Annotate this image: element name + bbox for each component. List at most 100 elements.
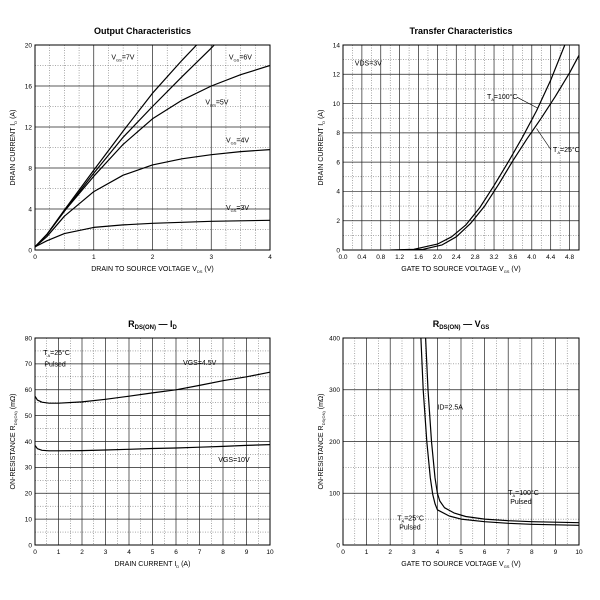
x-tick-label: 0 (341, 549, 345, 556)
series-label-ta-25-c-suffix: =25°C (404, 515, 424, 523)
plot-frame (342, 337, 580, 546)
y-axis-label-subscript: DS(ON) (321, 411, 326, 426)
chart-annotation: TA=25°C (43, 349, 70, 358)
title-dash: — (461, 319, 475, 329)
x-tick-label: 0.4 (357, 254, 366, 261)
x-tick-label: 3 (104, 549, 108, 556)
y-axis-label-subscript: DS(ON) (13, 411, 18, 426)
y-tick-label: 50 (25, 413, 33, 420)
x-tick-label: 4 (268, 254, 272, 261)
series-label-vgs-6v-suffix: =6V (239, 54, 252, 61)
series-label-ta-25-c-symbol: T (553, 147, 558, 154)
series-label-vgs-5v: VGS=5V (205, 99, 228, 107)
y-axis-label-text: ON-RESISTANCE (10, 430, 17, 489)
x-tick-label: 4.4 (546, 254, 555, 261)
x-axis-label-symbol: V (499, 266, 504, 273)
series-label-vgs-4-5v: VGS=4.5V (183, 360, 217, 367)
x-tick-label: 4.0 (527, 254, 536, 261)
series-line-vgs-4v (35, 149, 270, 248)
title-end-symbol: I (170, 319, 173, 329)
y-tick-label: 16 (25, 83, 33, 90)
title-dash: — (156, 319, 170, 329)
x-axis-label-subscript: GS (504, 269, 510, 274)
x-axis-label-unit: (A) (179, 561, 190, 568)
y-tick-label: 0 (28, 542, 32, 549)
x-tick-label: 3 (412, 549, 416, 556)
x-axis-label-text: GATE TO SOURCE VOLTAGE (401, 266, 499, 273)
y-axis-label: ON-RESISTANCE RDS(ON) (mΩ) (10, 394, 18, 490)
x-tick-label: 9 (554, 549, 558, 556)
series-label-ta-25-c-subscript: A (402, 519, 405, 524)
plot-frame (342, 44, 580, 251)
series-label-vgs-7v-suffix: =7V (122, 54, 135, 61)
y-tick-label: 2 (336, 218, 340, 225)
y-tick-label: 10 (333, 101, 341, 108)
x-axis-label-symbol: V (499, 561, 504, 568)
series-label-ta-100-c: TA=100°C (487, 93, 518, 102)
y-axis-label-symbol: I (318, 124, 325, 126)
x-axis-label-subscript: GS (504, 564, 510, 569)
series-label-ta-100-c-symbol: T (487, 94, 492, 101)
x-axis-label-symbol: I (174, 561, 176, 568)
chart-title: Output Characteristics (94, 26, 191, 36)
y-axis-label-unit: (A) (10, 110, 17, 121)
series-label-ta-100-c-suffix: =100°C (515, 489, 539, 497)
series-group (420, 338, 579, 526)
title-end-subscript: D (173, 325, 178, 331)
y-tick-label: 8 (28, 165, 32, 172)
series-label-vgs-3v-suffix: =3V (236, 205, 249, 212)
y-axis-label-unit: (mΩ) (318, 394, 325, 412)
x-tick-label: 5 (151, 549, 155, 556)
x-tick-label: 7 (506, 549, 510, 556)
series-labels: VGS=4.5V VGS=10V (183, 360, 250, 464)
series-label-vgs-6v-symbol: V (229, 54, 234, 61)
series-line-ta-25-c-pulsed (420, 338, 579, 526)
x-tick-label: 0.8 (376, 254, 385, 261)
x-tick-label: 2 (80, 549, 84, 556)
y-tick-label: 14 (333, 42, 341, 49)
title-end-symbol: V (475, 319, 481, 329)
x-tick-label: 1 (57, 549, 61, 556)
y-tick-label: 200 (329, 439, 340, 446)
series-label-vgs-3v-symbol: V (226, 205, 231, 212)
y-tick-label: 0 (28, 247, 32, 254)
title-start-symbol: R (433, 319, 440, 329)
x-tick-label: 2.0 (433, 254, 442, 261)
x-axis-label-subscript: D (176, 564, 179, 569)
series-line-ta-25-c (399, 55, 579, 250)
series-label-vgs-10v: VGS=10V (218, 457, 250, 464)
series-label-ta-25-c-line2: Pulsed (399, 525, 421, 532)
series-label-vgs-7v: VGS=7V (111, 54, 134, 62)
chart-title: RDS(ON) — VGS (433, 319, 490, 331)
x-axis-label-text: GATE TO SOURCE VOLTAGE (401, 561, 499, 568)
series-label-vgs-3v: VGS=3V (226, 205, 249, 213)
minor-grid (343, 45, 579, 250)
y-tick-label: 40 (25, 439, 33, 446)
title-start-subscript: DS(ON) (439, 325, 460, 331)
y-tick-label: 4 (336, 189, 340, 196)
y-tick-label: 80 (25, 335, 33, 342)
chart-annotation-subscript: A (48, 353, 51, 358)
x-tick-label: 3 (209, 254, 213, 261)
x-axis-label: GATE TO SOURCE VOLTAGE VGS (V) (401, 266, 521, 274)
y-axis-label-symbol: R (10, 425, 17, 430)
x-tick-label: 10 (575, 549, 583, 556)
x-tick-label: 3.6 (508, 254, 517, 261)
y-axis-label-text: ON-RESISTANCE (318, 430, 325, 489)
chart-annotation-line2: Pulsed (44, 361, 66, 368)
y-tick-label: 20 (25, 42, 33, 49)
x-tick-label: 2 (151, 254, 155, 261)
x-tick-label: 8 (530, 549, 534, 556)
x-axis-label: DRAIN CURRENT ID (A) (115, 561, 191, 569)
series-line-vgs-10v (35, 444, 270, 452)
y-tick-label: 300 (329, 387, 340, 394)
plot-frame (34, 337, 271, 546)
x-tick-label: 0 (33, 254, 37, 261)
label-leader-line (516, 96, 538, 109)
series-label-vgs-5v-symbol: V (205, 99, 210, 106)
